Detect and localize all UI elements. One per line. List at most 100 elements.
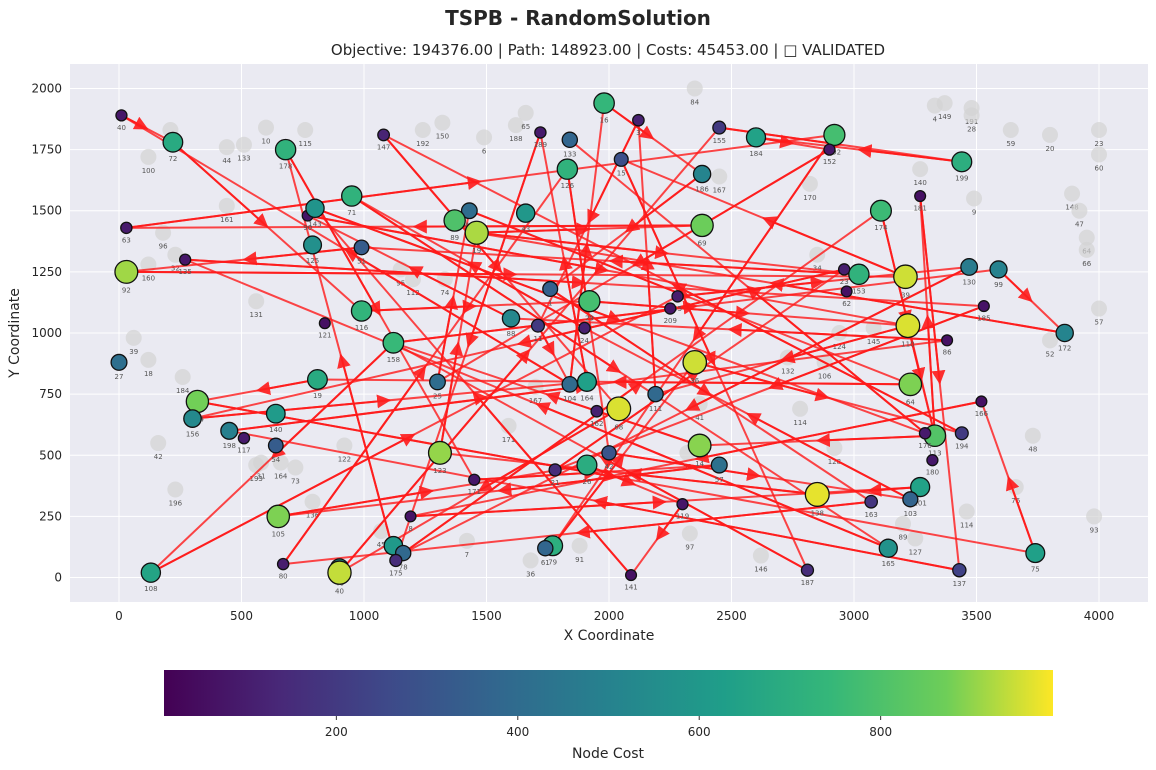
y-tick-label: 0 [54,571,62,585]
node-label: 175 [389,569,402,577]
node-label: 42 [605,463,614,471]
unselected-node [907,530,924,547]
node-label: 99 [994,281,1003,289]
node-label: 178 [279,163,292,171]
selected-node [893,264,918,290]
node-label: 116 [355,324,369,332]
node-label: 153 [852,287,865,295]
node-label: 164 [580,394,594,402]
unselected-node [826,439,843,456]
selected-node [274,138,297,161]
edge-arrow [727,322,948,342]
edge-arrow [769,278,1065,334]
selected-node [276,557,290,571]
node-label: 189 [534,141,547,149]
node-label: 170 [803,194,816,202]
node-label: 26 [582,478,591,486]
node-label: 72 [168,155,177,163]
unselected-node [958,503,975,520]
node-label: 172 [1058,345,1071,353]
edge-arrow [921,314,936,436]
node-label: 180 [926,469,939,477]
selected-node [664,302,677,315]
selected-node [120,221,133,235]
node-label: 41 [695,414,704,422]
node-label: 186 [695,186,709,194]
node-label: 143 [308,220,321,228]
selected-node [632,113,645,127]
node-label: 47 [1075,221,1084,229]
selected-node [237,431,251,445]
node-label: 187 [801,579,814,587]
edge-arrow [780,324,909,364]
selected-node [377,128,391,142]
selected-node [468,473,481,486]
node-label: 23 [1095,140,1104,148]
node-label: 135 [178,268,191,276]
node-label: 174 [874,224,888,232]
node-label: 152 [823,158,836,166]
edge-arrow [344,248,571,386]
selected-node [178,253,192,266]
node-label: 121 [318,332,331,340]
node-label: 9 [972,209,976,217]
node-label: 193 [250,475,263,483]
unselected-node [1042,332,1058,349]
selected-node [800,563,815,577]
selected-node [302,235,323,255]
selected-node [429,373,446,391]
chart-title: TSPB - RandomSolution [445,6,711,30]
edge-arrow [314,207,622,323]
unselected-node [1078,229,1095,246]
node-label: 111 [649,405,662,413]
node-label: 11 [533,335,542,343]
selected-node [404,510,417,523]
edge-arrow [126,176,482,229]
selected-node [515,203,536,223]
node-label: 64 [906,399,915,407]
y-tick-label: 750 [39,387,62,401]
unselected-node [458,532,475,549]
unselected-node [155,224,172,241]
node-label: 192 [416,140,429,148]
node-label: 103 [904,510,917,518]
selected-node [895,313,921,339]
node-label: 145 [867,338,880,346]
selected-node [340,185,363,207]
selected-node [501,309,521,328]
node-label: 119 [676,513,689,521]
selected-node [682,349,708,375]
x-tick-label: 1500 [471,609,502,623]
selected-node [823,123,846,147]
edge-arrow [575,500,872,539]
unselected-node [336,437,353,454]
node-label: 156 [186,430,200,438]
node-label: 28 [967,125,976,133]
node-label: 188 [509,135,522,143]
y-tick-label: 1750 [31,143,62,157]
unselected-node [571,537,588,554]
selected-node [710,456,728,474]
node-label: 181 [913,204,926,212]
edge-arrow [655,503,684,541]
node-label: 146 [754,566,768,574]
edge-arrow [554,368,701,471]
selected-node [115,109,128,122]
x-tick-labels: 0 500 1000 1500 2000 2500 3000 3500 4000 [115,609,1114,623]
selected-node [676,498,689,511]
node-label: 69 [698,239,707,247]
node-label: 101 [913,500,926,508]
node-label: 24 [580,337,589,345]
selected-node [561,376,579,393]
edge-arrow [919,195,946,385]
unselected-node [167,481,184,498]
node-label: 80 [279,573,288,581]
node-label: 131 [250,311,263,319]
selected-node [975,395,988,408]
node-label: 55 [673,305,682,313]
node-label: 161 [220,216,233,224]
node-label: 112 [406,289,419,297]
selected-node [162,131,184,153]
chart-subtitle: Objective: 194376.00 | Path: 148923.00 |… [331,41,885,59]
